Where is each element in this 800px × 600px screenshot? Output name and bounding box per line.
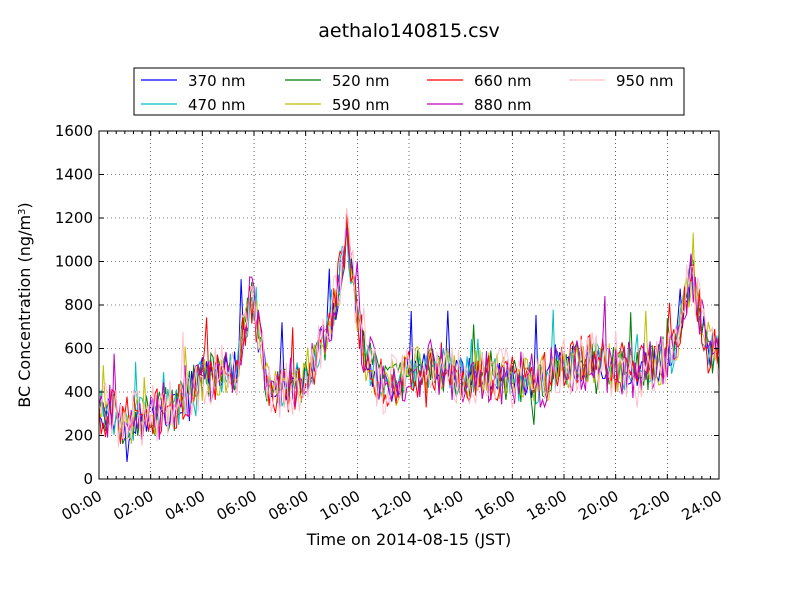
y-axis-label-main: BC Concentration (ng/m (15, 215, 34, 408)
legend: 370 nm 470 nm 520 nm 590 nm 660 nm 880 nm 950 … (133, 67, 685, 116)
grid-lines (99, 131, 719, 479)
legend-entry: 880 nm (474, 96, 532, 114)
chart-title: aethalo140815.csv (318, 20, 500, 42)
x-tick-label: 16:00 (472, 487, 518, 524)
legend-entry: 950 nm (616, 72, 674, 90)
y-tick-label: 1000 (55, 253, 93, 271)
x-tick-label: 22:00 (627, 487, 673, 524)
legend-entry: 470 nm (188, 96, 246, 114)
y-tick-label: 600 (64, 340, 93, 358)
y-axis-label: BC Concentration (ng/m3) (15, 202, 34, 407)
x-axis-label: Time on 2014-08-15 (JST) (306, 530, 511, 549)
y-axis-label-exponent: 3 (17, 209, 28, 215)
x-tick-label: 14:00 (420, 487, 466, 524)
y-axis-label-close: ) (15, 202, 34, 208)
legend-entry: 520 nm (332, 72, 390, 90)
x-tick-label: 02:00 (110, 487, 156, 524)
legend-entry: 370 nm (188, 72, 246, 90)
x-tick-label: 12:00 (369, 487, 415, 524)
legend-entry: 660 nm (474, 72, 532, 90)
y-axis: 0 200 400 600 800 1000 1200 1400 1600 (55, 122, 719, 488)
y-tick-label: 1200 (55, 209, 93, 227)
y-tick-label: 1600 (55, 122, 93, 140)
x-tick-label: 20:00 (575, 487, 621, 524)
x-tick-label: 08:00 (265, 487, 311, 524)
x-tick-label: 00:00 (59, 487, 105, 524)
x-tick-label: 10:00 (317, 487, 363, 524)
y-tick-label: 0 (83, 470, 93, 488)
series-lines (98, 208, 720, 463)
legend-box (133, 67, 685, 116)
series-line (98, 228, 720, 441)
y-tick-label: 400 (64, 383, 93, 401)
y-tick-label: 800 (64, 296, 93, 314)
series-line (98, 208, 720, 448)
x-tick-label: 06:00 (214, 487, 260, 524)
series-line (98, 225, 720, 463)
x-axis: 00:00 02:00 04:00 06:00 08:00 10:00 12:00 14:00… (59, 131, 725, 524)
y-tick-label: 200 (64, 427, 93, 445)
legend-entry: 590 nm (332, 96, 390, 114)
y-tick-label: 1400 (55, 166, 93, 184)
x-tick-label: 04:00 (162, 487, 208, 524)
x-tick-label: 18:00 (524, 487, 570, 524)
x-tick-label: 24:00 (679, 487, 725, 524)
